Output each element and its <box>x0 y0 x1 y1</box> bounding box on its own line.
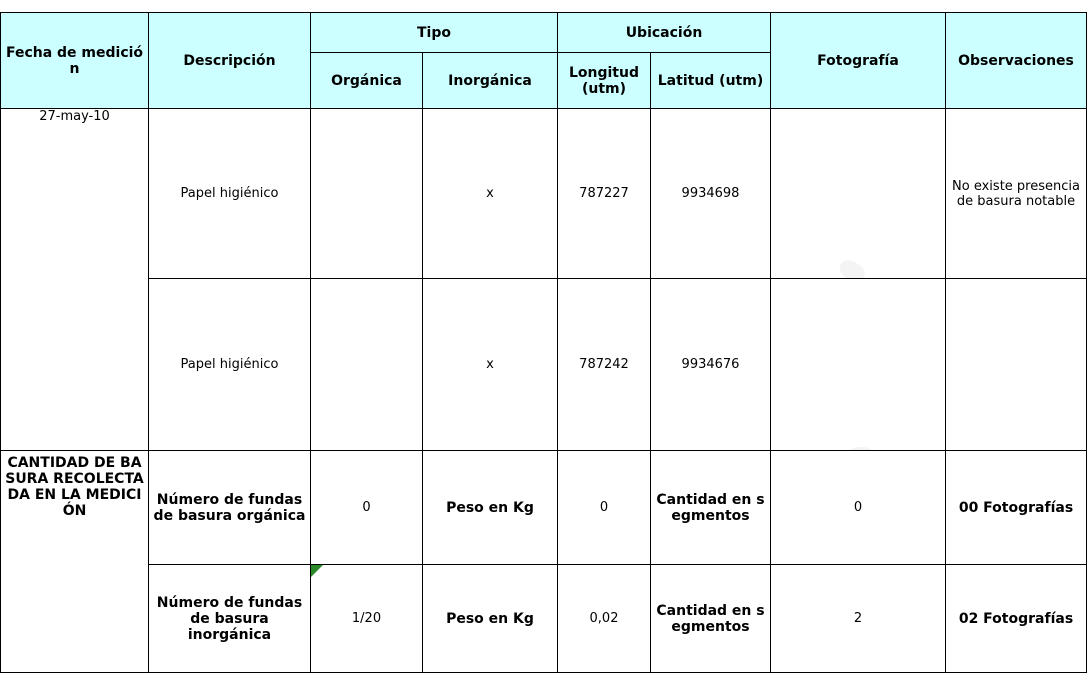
header-cell: Ubicación <box>557 12 771 53</box>
cell <box>310 108 423 279</box>
paper <box>847 446 873 450</box>
header-cell: Fecha de medición <box>0 12 149 109</box>
cell: Número de fundas de basura orgánica <box>148 450 311 565</box>
header-cell: Inorgánica <box>422 52 558 109</box>
header-cell: Descripción <box>148 12 311 109</box>
cell-text: 1/20 <box>351 611 382 626</box>
cell: 787242 <box>557 278 651 451</box>
cell: Peso en Kg <box>422 564 558 673</box>
cell: Peso en Kg <box>422 450 558 565</box>
header-cell: Orgánica <box>310 52 423 109</box>
cell: 0,02 <box>557 564 651 673</box>
date-cell: 27-may-10 <box>0 108 149 451</box>
photo-cell <box>770 108 946 279</box>
cell: 02 Fotografías <box>945 564 1087 673</box>
cell: Cantidad en segmentos <box>650 564 771 673</box>
cell: 0 <box>310 450 423 565</box>
cell: 9934676 <box>650 278 771 451</box>
header-cell: Latitud (utm) <box>650 52 771 109</box>
cell: Número de fundas de basura inorgánica <box>148 564 311 673</box>
cell: 787227 <box>557 108 651 279</box>
summary-label: CANTIDAD DE BASURA RECOLECTADA EN LA MED… <box>0 450 149 673</box>
cell: Papel higiénico <box>148 278 311 451</box>
header-cell: Fotografía <box>770 12 946 109</box>
cell: 00 Fotografías <box>945 450 1087 565</box>
comment-marker <box>311 565 323 577</box>
photo-cell <box>770 278 946 451</box>
header-cell: Longitud (utm) <box>557 52 651 109</box>
header-cell: Observaciones <box>945 12 1087 109</box>
header-cell: Tipo <box>310 12 558 53</box>
cell: 0 <box>557 450 651 565</box>
cell: x <box>422 108 558 279</box>
cell: 1/20 <box>310 564 423 673</box>
cell: x <box>422 278 558 451</box>
cell: Cantidad en segmentos <box>650 450 771 565</box>
cell <box>945 278 1087 451</box>
cell: 0 <box>770 450 946 565</box>
cell: Papel higiénico <box>148 108 311 279</box>
cell: No existe presencia de basura notable <box>945 108 1087 279</box>
data-table: Fecha de medición Descripción Tipo Ubica… <box>0 12 1087 673</box>
paper <box>836 255 868 278</box>
cell <box>310 278 423 451</box>
cell: 2 <box>770 564 946 673</box>
cell: 9934698 <box>650 108 771 279</box>
